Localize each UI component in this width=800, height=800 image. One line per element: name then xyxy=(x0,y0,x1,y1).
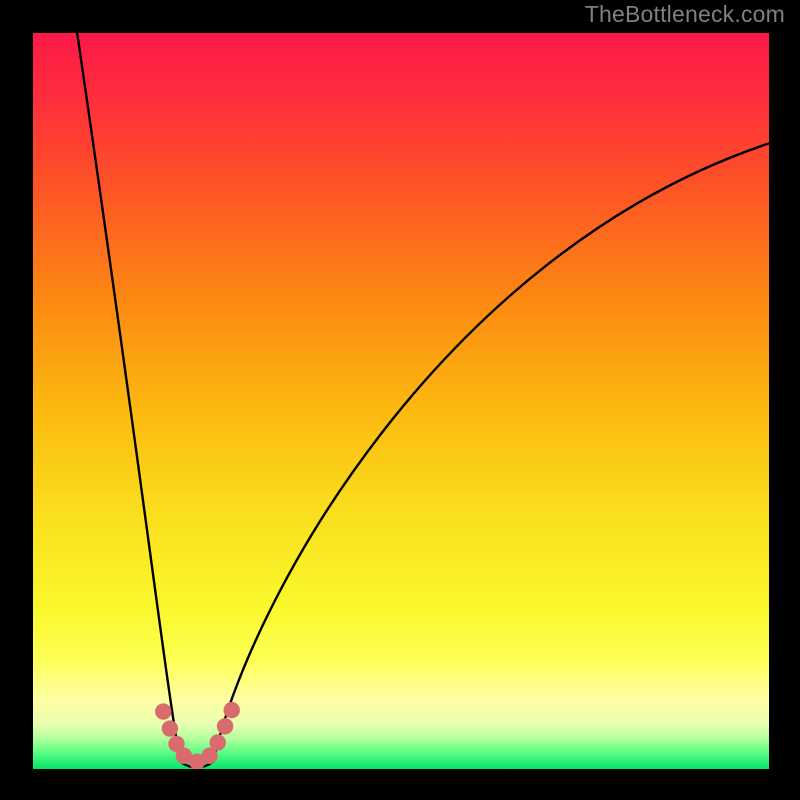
curve-marker xyxy=(210,734,226,750)
bottleneck-chart xyxy=(33,33,769,769)
curve-marker xyxy=(162,720,178,736)
chart-background xyxy=(33,33,769,769)
watermark-text: TheBottleneck.com xyxy=(585,1,785,28)
chart-root: { "canvas": { "width": 800, "height": 80… xyxy=(0,0,800,800)
curve-marker xyxy=(217,718,233,734)
curve-marker xyxy=(155,703,171,719)
curve-marker xyxy=(224,702,240,718)
